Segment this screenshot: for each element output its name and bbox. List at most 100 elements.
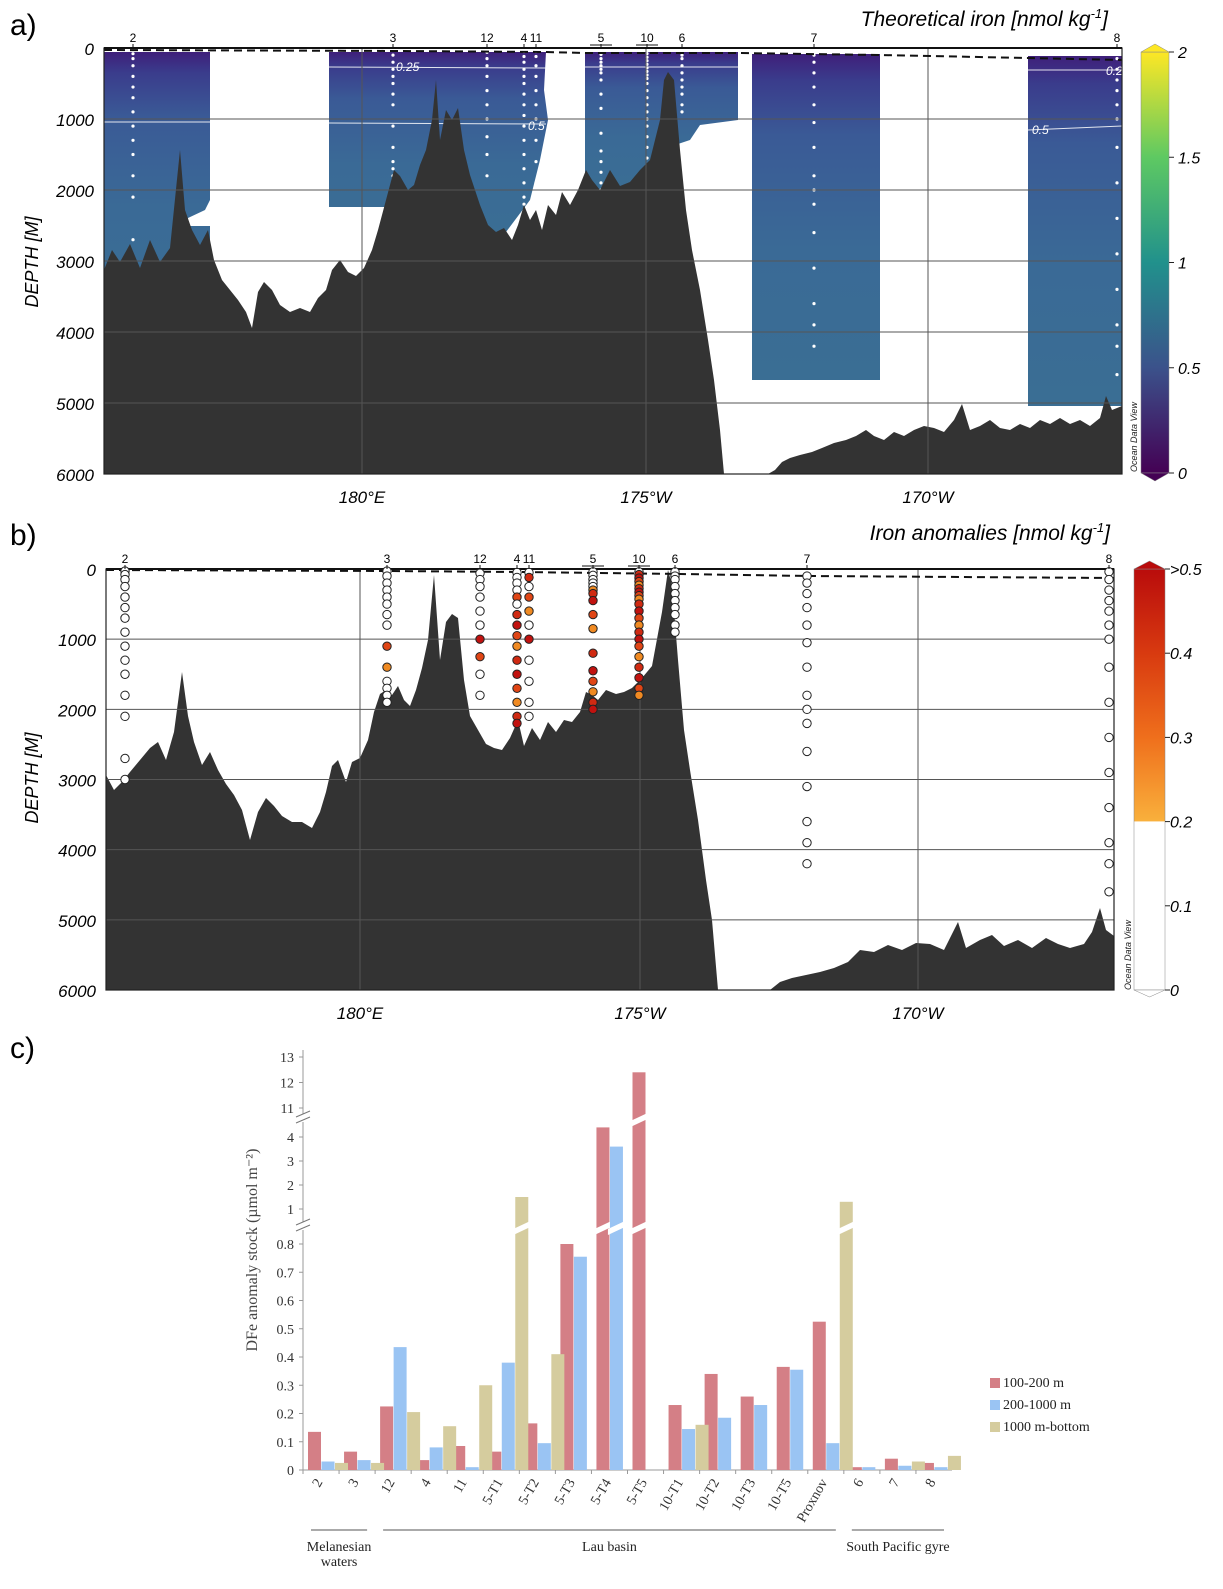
panel-a-xaxis: 180°E 175°W 170°W [339, 488, 956, 507]
category-label-2: 2 [310, 1477, 326, 1491]
panel-c-legend: 100-200 m 200-1000 m 1000 m-bottom [990, 1376, 1090, 1435]
sample-dot-8-5 [1115, 103, 1119, 107]
anomaly-point-12-5 [475, 620, 485, 630]
sample-dot-2-12 [131, 195, 135, 199]
bar-100-200-m-4 [416, 1460, 430, 1470]
y-axis-break-mark-a-1 [295, 1218, 311, 1226]
bar-100-200-m-6 [848, 1467, 862, 1470]
y-axis-break-gap-1 [297, 1222, 309, 1230]
bar-1000-m-bottom-4 [443, 1426, 457, 1470]
sample-dot-11-1 [534, 54, 538, 59]
panel-b-colorbar-ticks: 0 0.1 0.2 0.3 0.4 >0.5 [1165, 562, 1202, 1000]
bar-200-1000-m-3 [357, 1460, 371, 1470]
panel-label-c: c) [10, 1032, 35, 1065]
anomaly-point-2-4 [120, 592, 130, 602]
anomaly-point-8-9 [1104, 732, 1114, 743]
legend-label-0: 100-200 m [1003, 1376, 1064, 1391]
panel-c-axis-breaks [295, 1110, 311, 1232]
sample-dot-7-4 [812, 103, 816, 107]
panel-b-station-labels: 2 3 12 4 11 5 10 6 7 8 [122, 552, 1113, 569]
ytick-label-c-0.5: 0.5 [277, 1323, 295, 1338]
anomaly-point-8-5 [1104, 620, 1114, 630]
y-axis-break-mark-a-0 [295, 1110, 311, 1118]
sample-dot-7-5 [812, 120, 816, 125]
sample-dot-8-12 [1115, 323, 1119, 327]
anomaly-point-7-4 [802, 620, 812, 630]
sample-dot-8-4 [1115, 89, 1119, 93]
bar-break-0-8-0 [594, 1221, 612, 1235]
sample-dot-8-9 [1115, 216, 1119, 220]
bar-100-200-m-12 [380, 1406, 394, 1470]
bar-1000-m-bottom-5-T2 [551, 1354, 565, 1470]
sample-dot-4-4 [522, 74, 526, 78]
anomaly-point-7-12 [802, 816, 812, 827]
sample-dot-3-3 [391, 67, 395, 71]
ytick-label-c-0.3: 0.3 [277, 1379, 295, 1394]
colorbar-a-label-2: 1 [1178, 256, 1187, 273]
station-label-10: 10 [632, 552, 646, 566]
bar-1000-m-bottom-3 [371, 1462, 385, 1470]
category-label-3: 3 [346, 1477, 362, 1491]
sample-dot-2-13 [131, 238, 135, 242]
category-label-8: 8 [923, 1477, 939, 1491]
anomaly-point-12-9 [475, 690, 485, 700]
sample-dot-11-7 [534, 138, 538, 142]
ytick-label-c-3: 3 [287, 1155, 294, 1170]
panel-b-watermark: Ocean Data View [1123, 920, 1133, 990]
anomaly-point-8-4 [1104, 606, 1114, 616]
category-label-5-T4: 5-T4 [588, 1477, 615, 1508]
station-label-7: 7 [811, 31, 818, 45]
anomaly-point-2-14 [120, 774, 130, 785]
station-label-8: 8 [1114, 31, 1121, 45]
colorbar-b-label-0: 0 [1170, 983, 1179, 1000]
anomaly-point-11-3 [524, 592, 534, 602]
sample-dot-8-11 [1115, 287, 1119, 291]
ytick-label-c-0.6: 0.6 [277, 1295, 295, 1310]
panel-label-a: a) [10, 9, 37, 42]
ytick-label-6000: 6000 [58, 982, 96, 1001]
station-label-4: 4 [514, 552, 521, 566]
anomaly-point-2-5 [120, 602, 130, 613]
panel-b-colorbar-bottom-arrow [1133, 989, 1166, 998]
colorbar-a-label-4: 2 [1177, 45, 1187, 62]
sample-dot-6-4 [680, 71, 684, 75]
bar-100-200-m-10-T1 [668, 1405, 682, 1470]
sample-dot-2-9 [131, 138, 135, 142]
anomaly-point-3-13 [382, 697, 392, 708]
panel-c-ylabel: DFe anomaly stock (µmol m⁻²) [244, 1149, 261, 1352]
sample-dot-2-10 [131, 152, 135, 157]
sample-dot-5-5 [599, 67, 603, 71]
ytick-label-3000: 3000 [58, 772, 96, 791]
anomaly-point-5-13 [588, 687, 598, 697]
ytick-label-c-2: 2 [287, 1179, 294, 1194]
anomaly-point-4-10 [512, 655, 522, 665]
panel-b-title: Iron anomalies [nmol kg-1] [870, 520, 1112, 545]
anomaly-point-7-1 [802, 578, 812, 588]
sample-dot-4-1 [522, 54, 526, 59]
anomaly-point-4-15 [512, 718, 522, 729]
sample-dot-4-10 [522, 138, 526, 142]
panel-a-station-labels: 2 3 12 4 11 5 10 6 7 8 [130, 31, 1121, 48]
sample-dot-4-5 [522, 81, 526, 86]
station-label-3: 3 [390, 31, 397, 45]
colorbar-b-label-1: 0.1 [1170, 899, 1192, 916]
ytick-label-c-12: 12 [280, 1077, 294, 1092]
sample-dot-6-2 [680, 57, 684, 61]
y-axis-break-mark-b-1 [295, 1224, 311, 1232]
panel-b-ylabel: DEPTH [M] [22, 732, 42, 824]
anomaly-point-2-12 [120, 711, 130, 722]
bar-200-1000-m-5-T1 [501, 1362, 515, 1470]
sample-dot-11-2 [534, 64, 538, 68]
anomaly-point-8-3 [1104, 595, 1114, 606]
bar-100-200-m-10-T5 [776, 1366, 790, 1470]
sample-dot-2-5 [131, 85, 135, 89]
anomaly-point-7-8 [802, 704, 812, 715]
ytick-label-1000: 1000 [58, 631, 96, 650]
station-label-11: 11 [523, 552, 536, 566]
anomaly-point-8-12 [1104, 837, 1114, 848]
sample-dot-4-14 [522, 195, 526, 199]
sample-dot-3-2 [391, 60, 395, 64]
station-label-5: 5 [598, 31, 605, 45]
panel-b-colorbar-bar [1133, 568, 1166, 991]
